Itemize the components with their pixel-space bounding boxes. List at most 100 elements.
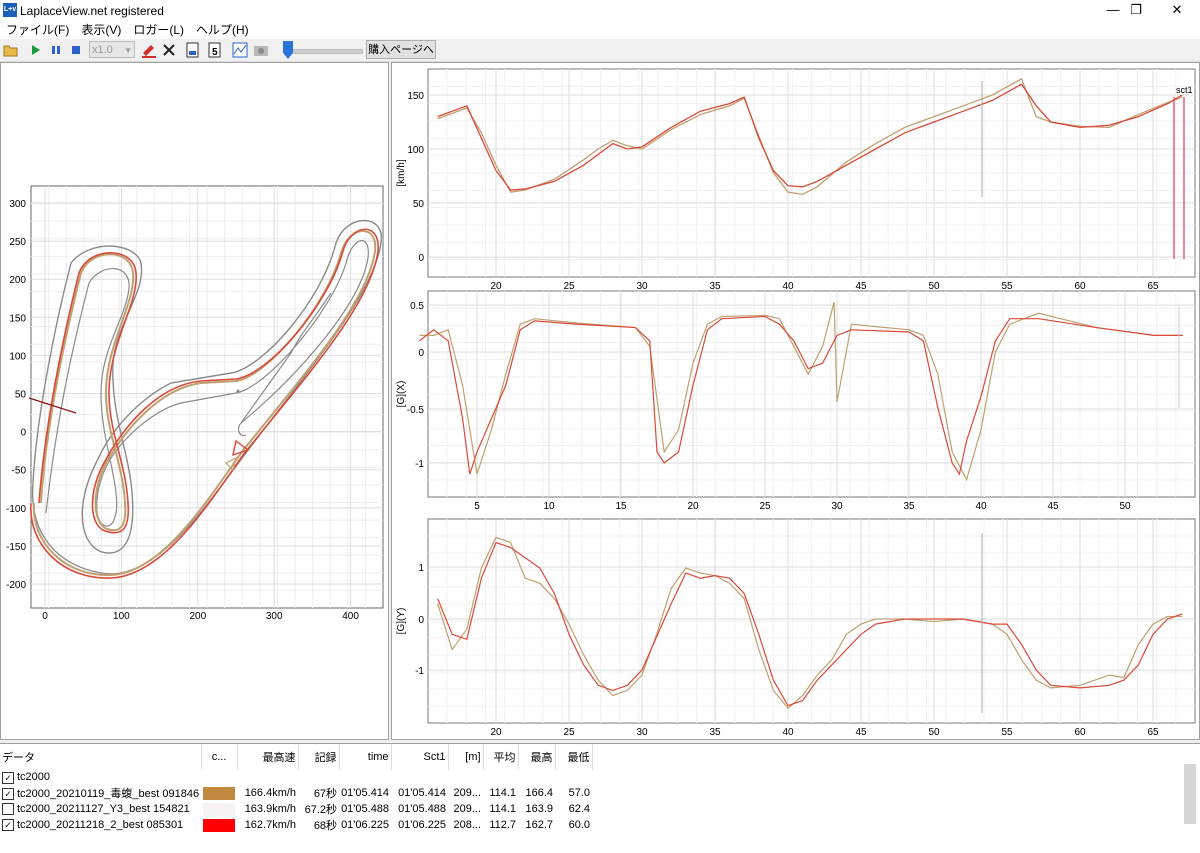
x-tick-label: 65 [1147, 281, 1159, 292]
row-hi: 166.4 [525, 787, 554, 799]
row-record: 67.2秒 [304, 804, 338, 816]
row-lo: 57.0 [568, 787, 591, 799]
x-tick-label: 20 [490, 281, 502, 292]
row-checkbox[interactable]: ✓ [2, 771, 14, 784]
gx-series-red [419, 315, 1183, 476]
title-bar: L+v LaplaceView.net registered — ❐ ✕ [0, 0, 1200, 22]
x-tick-label: 60 [1074, 727, 1086, 738]
chart-icon[interactable] [231, 41, 249, 59]
y-axis-label: [km/h] [396, 159, 407, 186]
app-icon: L+v [3, 3, 17, 17]
col-dist[interactable]: [m] [448, 744, 484, 770]
number-5-icon[interactable]: 5 [206, 41, 224, 59]
slider-track [287, 49, 363, 54]
sector-label: sct1 [1176, 85, 1193, 95]
x-tick-label: 35 [709, 281, 721, 292]
stop-icon[interactable] [67, 41, 85, 59]
row-sct1: 01'05.488 [398, 803, 447, 815]
row-checkbox[interactable] [2, 803, 14, 816]
row-time: 01'05.488 [341, 803, 390, 815]
col-hi[interactable]: 最高 [518, 744, 556, 770]
gy-chart: 1 0 -1 20 25 30 35 40 45 50 55 60 65 [G](Y) [396, 518, 1196, 738]
row-avg: 114.1 [489, 803, 517, 815]
x-tick-label: 35 [903, 501, 915, 512]
row-dist: 209... [453, 787, 482, 799]
gy-series-red [437, 541, 1183, 707]
toolbar: x1.0 ▼ 5 購入ページへ [0, 39, 1200, 62]
row-color-swatch[interactable] [203, 802, 236, 816]
menu-file[interactable]: ファイル(F) [6, 23, 70, 37]
map-x-tick: 200 [189, 611, 206, 622]
table-scrollbar[interactable] [1184, 764, 1196, 824]
erase-icon[interactable] [140, 41, 158, 59]
map-x-tick: 400 [342, 611, 359, 622]
table-row[interactable]: ✓ tc2000 [0, 770, 592, 785]
map-y-tick: -50 [12, 466, 27, 477]
map-x-tick: 0 [42, 611, 48, 622]
row-checkbox[interactable]: ✓ [2, 788, 14, 801]
track-inner-edge [88, 239, 369, 527]
map-x-tick: 100 [113, 611, 130, 622]
x-tick-label: 60 [1074, 281, 1086, 292]
row-time: 01'05.414 [341, 787, 390, 799]
slider-thumb[interactable] [283, 41, 293, 59]
x-tick-label: 50 [928, 281, 940, 292]
row-color-swatch[interactable] [203, 786, 236, 800]
x-tick-label: 45 [1047, 501, 1059, 512]
map-y-tick: 0 [20, 428, 26, 439]
track-map[interactable]: 300 250 200 150 100 50 0 -50 -100 -150 -200 0 100 200… [1, 63, 388, 739]
menu-view[interactable]: 表示(V) [81, 23, 122, 37]
x-tick-label: 30 [636, 281, 648, 292]
table-row[interactable]: ✓ tc2000_20210119_毒蝮_best 091846 166.4km/… [0, 785, 592, 801]
menu-logger[interactable]: ロガー(L) [133, 23, 184, 37]
row-vmax: 166.4km/h [244, 787, 297, 799]
col-color[interactable]: c... [201, 744, 238, 770]
map-y-tick: 200 [9, 275, 26, 286]
pause-icon[interactable] [47, 41, 65, 59]
row-lo: 60.0 [568, 819, 591, 831]
menu-help[interactable]: ヘルプ(H) [196, 23, 249, 37]
x-tick-label: 45 [855, 727, 867, 738]
y-tick-label: 0.5 [410, 301, 424, 312]
map-y-tick: 300 [9, 199, 26, 210]
row-sct1: 01'05.414 [398, 787, 447, 799]
speed-select[interactable]: x1.0 ▼ [89, 41, 135, 58]
delete-icon[interactable] [160, 41, 178, 59]
row-hi: 163.9 [525, 803, 554, 815]
minimize-button[interactable]: — [1106, 2, 1120, 17]
table-row[interactable]: ✓ tc2000_20211218_2_best 085301 162.7km/h… [0, 817, 592, 833]
close-button[interactable]: ✕ [1171, 2, 1183, 17]
open-folder-icon[interactable] [2, 41, 20, 59]
col-avg[interactable]: 平均 [483, 744, 519, 770]
col-time[interactable]: time [339, 744, 392, 770]
y-tick-label: 0 [418, 615, 424, 626]
y-tick-label: 150 [407, 91, 424, 102]
row-record: 68秒 [313, 820, 338, 832]
x-tick-label: 40 [975, 501, 987, 512]
row-record: 67秒 [313, 788, 338, 800]
maximize-button[interactable]: ❐ [1130, 2, 1142, 17]
y-tick-label: 50 [413, 199, 425, 210]
y-tick-label: 100 [407, 145, 424, 156]
play-icon[interactable] [26, 41, 44, 59]
row-checkbox[interactable]: ✓ [2, 819, 14, 832]
table-row[interactable]: tc2000_20211127_Y3_best 154821 163.9km/h… [0, 801, 592, 817]
row-sct1: 01'06.225 [398, 819, 447, 831]
speed-value: x1.0 [92, 44, 113, 56]
row-avg: 112.7 [489, 819, 517, 831]
col-sct1[interactable]: Sct1 [391, 744, 449, 770]
col-record[interactable]: 記録 [298, 744, 340, 770]
chevron-down-icon: ▼ [124, 46, 132, 55]
buy-page-button[interactable]: 購入ページへ [366, 40, 436, 59]
col-data[interactable]: データ [0, 744, 202, 770]
col-vmax[interactable]: 最高速 [237, 744, 299, 770]
camera-icon[interactable] [252, 41, 270, 59]
row-hi: 162.7 [525, 819, 554, 831]
col-lo[interactable]: 最低 [555, 744, 593, 770]
x-tick-label: 35 [709, 727, 721, 738]
gx-series-brown [419, 301, 1183, 482]
row-color-swatch[interactable] [203, 818, 236, 832]
export-icon[interactable] [184, 41, 202, 59]
position-slider[interactable] [283, 41, 363, 59]
